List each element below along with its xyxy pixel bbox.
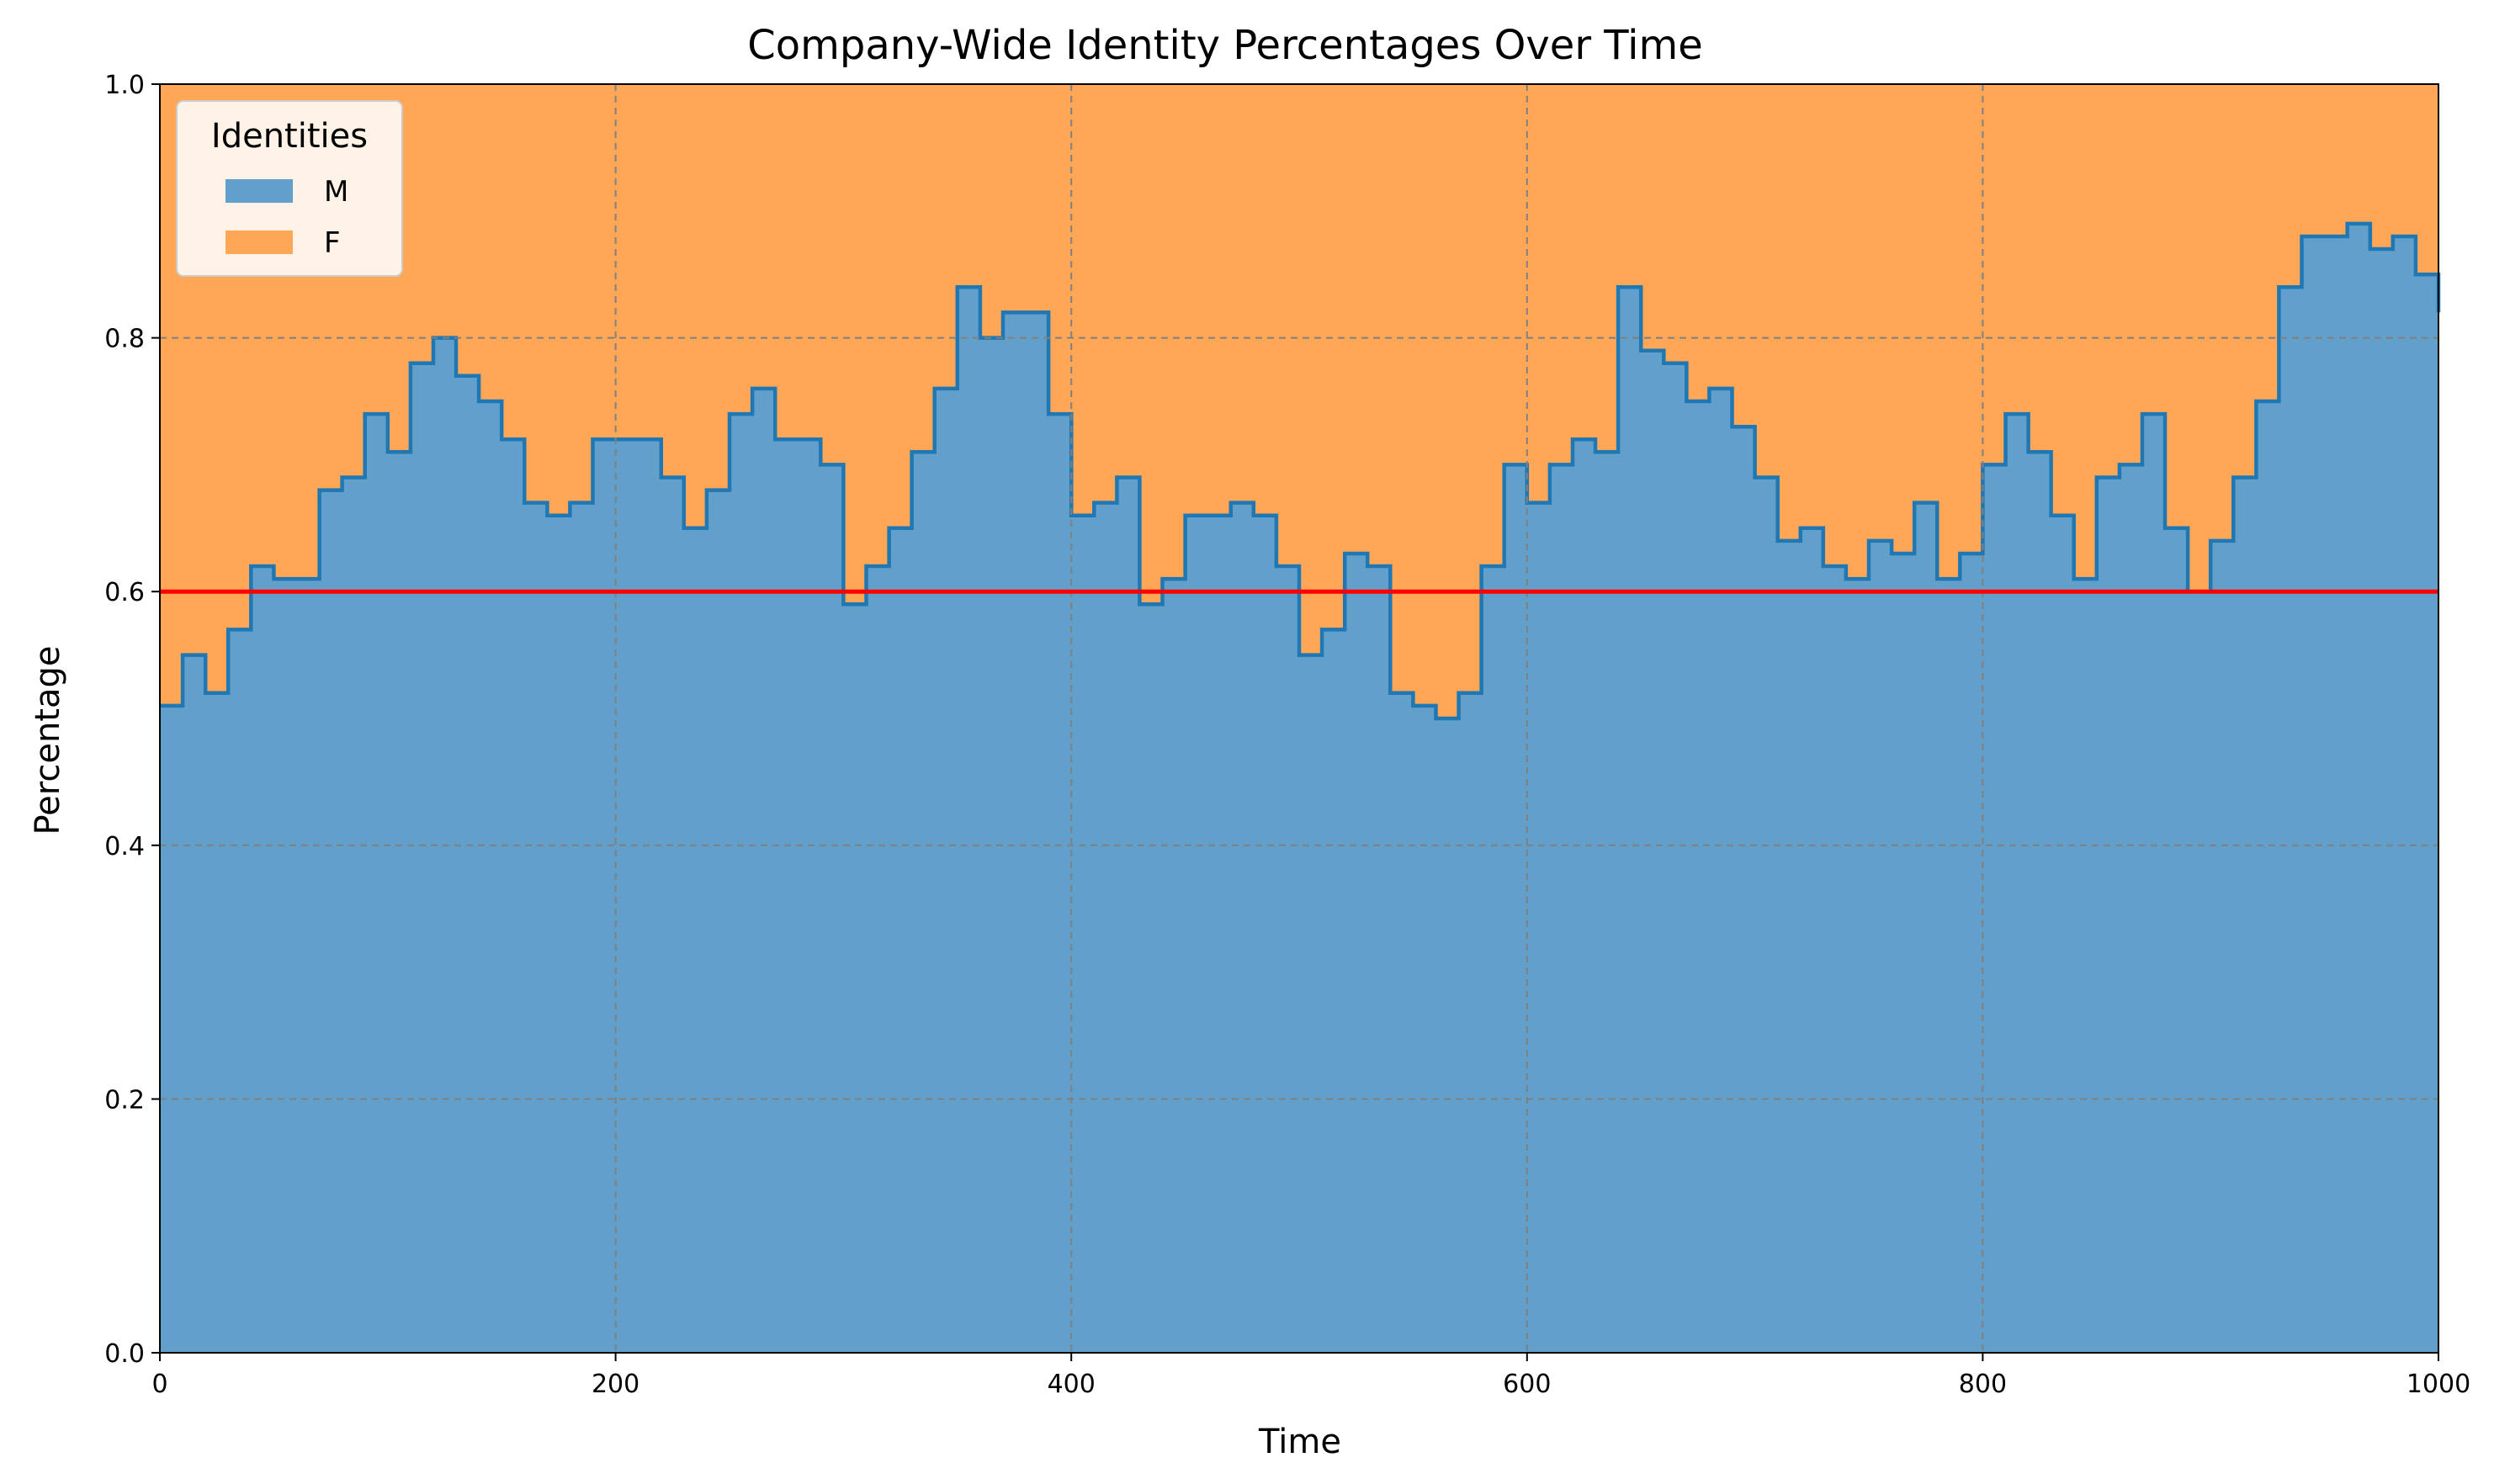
x-tick-label: 1000	[2406, 1370, 2470, 1399]
series-line-m	[160, 221, 2441, 721]
series-area-m	[160, 223, 2438, 1353]
plot-frame	[159, 83, 2439, 1354]
x-tick-label: 400	[1048, 1370, 1096, 1399]
axis-ticks: 0 200 400 600 800 1000 0.0 0.2 0.4 0.6 0.8 1.0	[104, 71, 2470, 1399]
y-tick-label: 0.2	[104, 1085, 145, 1115]
y-tick-label: 0.8	[104, 325, 145, 354]
x-tick-label: 200	[592, 1370, 639, 1399]
legend-label-f: F	[324, 226, 341, 260]
x-tick-label: 800	[1959, 1370, 2007, 1399]
x-tick-label: 0	[151, 1370, 167, 1399]
legend: Identities M F	[176, 100, 403, 277]
legend-label-m: M	[324, 175, 348, 209]
x-axis-title: Time	[1258, 1423, 1341, 1461]
y-tick-label: 0.0	[104, 1339, 145, 1369]
legend-title: Identities	[211, 117, 368, 156]
legend-swatch-f	[226, 231, 293, 254]
chart-title: Company-Wide Identity Percentages Over T…	[747, 22, 1703, 69]
x-tick-label: 600	[1503, 1370, 1551, 1399]
y-axis-title: Percentage	[29, 645, 67, 835]
y-tick-label: 0.4	[104, 832, 145, 861]
y-tick-label: 1.0	[104, 71, 145, 100]
y-tick-label: 0.6	[104, 578, 145, 607]
plot-area	[160, 84, 2441, 1353]
legend-swatch-m	[226, 179, 293, 203]
